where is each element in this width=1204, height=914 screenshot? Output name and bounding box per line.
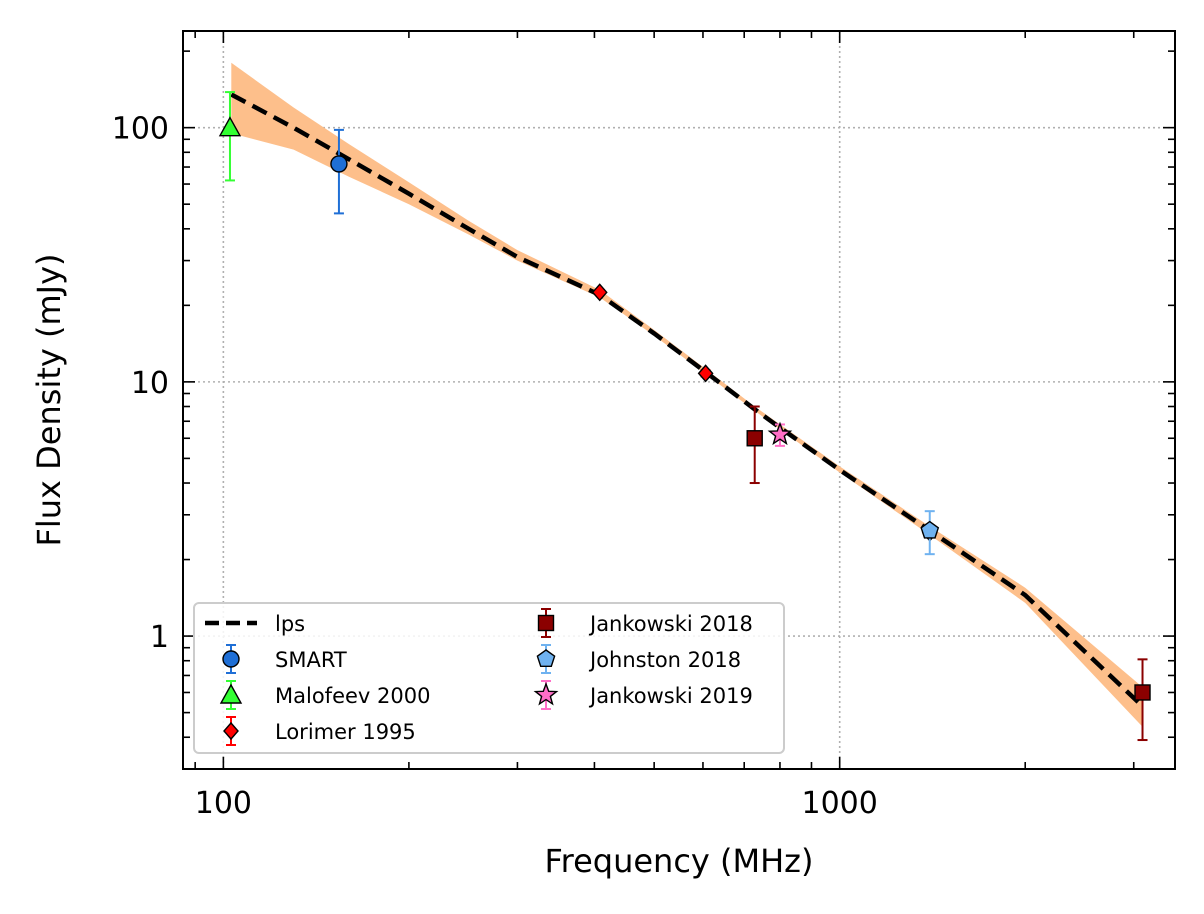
y-axis-title: Flux Density (mJy): [30, 253, 68, 546]
point-jankowski-2018: [746, 430, 763, 447]
x-axis-title: Frequency (MHz): [545, 842, 814, 880]
axis-ticks: [183, 31, 1175, 770]
point-malofeev-2000: [218, 116, 242, 137]
point-lorimer-1995: [697, 364, 714, 383]
point-jankowski-2018: [1134, 684, 1151, 701]
fit-line-path: [230, 92, 1145, 708]
legend-swatch-smart: [222, 650, 240, 668]
legend-swatch-jankowski-2019: [533, 681, 559, 706]
plot-frame: [182, 30, 1176, 770]
y-tick-label: 10: [131, 366, 169, 401]
legend-label-malofeev-2000: Malofeev 2000: [275, 684, 430, 708]
legend-label-jankowski-2019: Jankowski 2019: [588, 684, 753, 708]
point-jankowski-2019: [767, 421, 793, 446]
legend-label-jankowski-2018: Jankowski 2018: [588, 612, 753, 636]
legend-label-johnston-2018: Johnston 2018: [588, 648, 741, 672]
y-tick-label: 1: [150, 620, 169, 655]
legend-swatch-jankowski-2018: [537, 614, 555, 632]
legend-swatch-johnston-2018: [536, 649, 556, 667]
legend: lps SMART Malofeev 2000 Lorimer 1995 Jankows…: [193, 602, 785, 754]
fit-band-area: [231, 62, 1143, 727]
x-tick-label: 100: [195, 786, 252, 821]
fit-line: [230, 92, 1145, 708]
legend-swatch-lorimer-1995: [223, 721, 239, 741]
point-smart: [330, 155, 348, 173]
fit-uncertainty-band: [231, 62, 1143, 727]
x-tick-label: 1000: [802, 786, 878, 821]
point-johnston-2018: [920, 520, 940, 539]
legend-swatch-malofeev-2000: [219, 683, 243, 704]
y-tick-label: 100: [112, 112, 169, 147]
legend-label-lorimer-1995: Lorimer 1995: [275, 720, 416, 744]
tick-labels: 100 1000 1 10 100: [112, 112, 878, 821]
legend-label-smart: SMART: [275, 648, 347, 672]
point-lorimer-1995: [591, 283, 608, 302]
legend-label-lps: lps: [275, 612, 305, 636]
legend-box: [193, 602, 785, 754]
data-points: [218, 91, 1151, 742]
